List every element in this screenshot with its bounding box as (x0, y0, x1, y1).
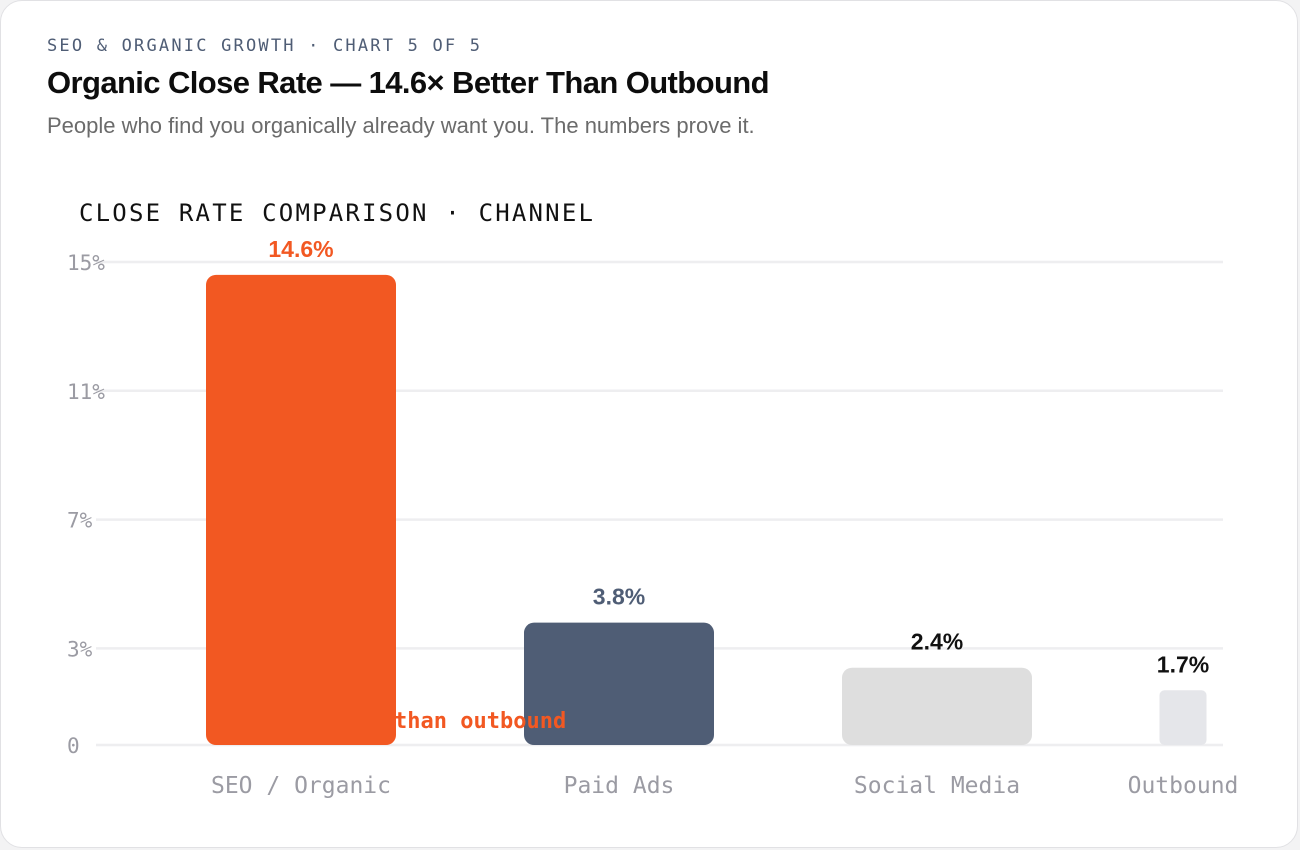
x-tick-label: Outbound (1128, 773, 1239, 799)
y-tick-label: 11% (67, 380, 105, 404)
bars (206, 274, 1207, 745)
bar-paid-ads (524, 622, 714, 745)
value-label: 1.7% (1157, 651, 1209, 677)
y-tick-label: 3% (67, 637, 93, 661)
bar-seo-organic (206, 274, 396, 745)
page-title: Organic Close Rate — 14.6× Better Than O… (47, 65, 770, 100)
labels: 0 3% 7% 11% 15% 14.6% SEO / Organic 3.8% Paid Ad… (67, 236, 1238, 799)
value-label: 3.8% (593, 584, 645, 610)
y-tick-label: 7% (67, 509, 93, 533)
value-label: 2.4% (911, 629, 963, 655)
chart-title: CLOSE RATE COMPARISON · CHANNEL (79, 199, 595, 227)
page-subtitle: People who find you organically already … (47, 113, 755, 138)
chart-eyebrow: SEO & ORGANIC GROWTH · CHART 5 OF 5 (47, 36, 483, 56)
y-tick-label: 15% (67, 251, 105, 275)
chart-annotation: than outbound (394, 709, 566, 734)
x-tick-label: SEO / Organic (211, 773, 391, 799)
bar-outbound (1159, 690, 1207, 745)
x-tick-label: Paid Ads (564, 773, 675, 799)
value-label: 14.6% (268, 236, 333, 262)
bar-social-media (842, 667, 1032, 745)
y-tick-label: 0 (67, 734, 80, 758)
x-tick-label: Social Media (854, 773, 1020, 799)
